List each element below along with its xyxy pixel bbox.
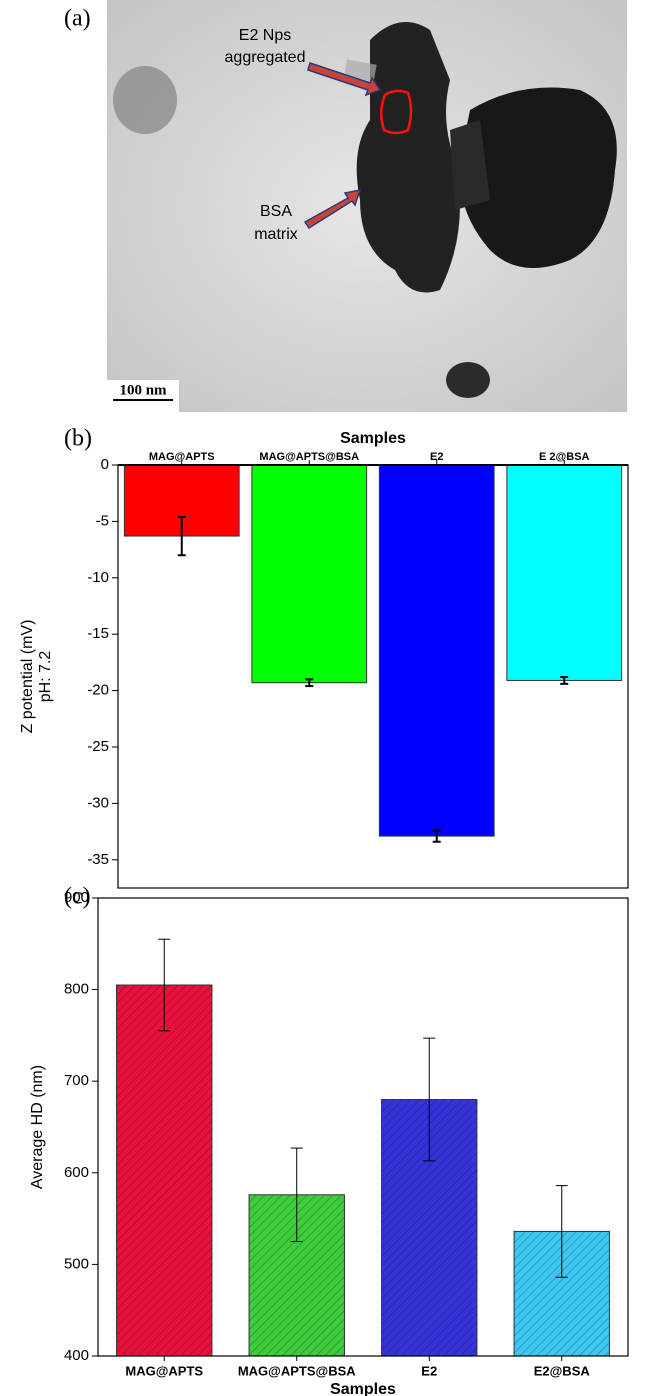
y-tick-label: 0: [101, 456, 109, 473]
y-axis-note: pH: 7.2: [37, 651, 54, 703]
annotation: matrix: [254, 226, 298, 243]
bar: [378, 464, 495, 837]
hatch: [116, 985, 212, 1356]
y-tick-label: 500: [64, 1255, 89, 1272]
x-tick-label: E2: [421, 1363, 437, 1378]
x-tick-label: MAG@APTS: [149, 451, 215, 463]
x-axis-title: Samples: [340, 430, 406, 447]
x-tick-label: E 2@BSA: [539, 451, 590, 463]
y-axis-title: Z potential (mV): [19, 620, 36, 734]
x-tick-label: E2: [430, 451, 443, 463]
x-tick-label: MAG@APTS@BSA: [238, 1363, 356, 1378]
y-tick-label: -20: [87, 682, 109, 699]
y-tick-label: 700: [64, 1072, 89, 1089]
y-tick-label: -5: [96, 512, 109, 529]
annotation: aggregated: [225, 49, 306, 66]
y-tick-label: 800: [64, 981, 89, 998]
y-tick-label: 600: [64, 1164, 89, 1181]
annotation: BSA: [260, 203, 292, 220]
panel-label: (c): [64, 884, 91, 910]
y-tick-label: -15: [87, 625, 109, 642]
panel-label: (a): [64, 6, 91, 32]
y-axis-title: Average HD (nm): [29, 1065, 46, 1189]
bar: [251, 464, 368, 684]
y-tick-label: -25: [87, 738, 109, 755]
y-tick-label: -10: [87, 569, 109, 586]
bar: [506, 464, 623, 681]
x-tick-label: MAG@APTS: [125, 1363, 203, 1378]
plot-frame: [97, 897, 629, 1357]
y-tick-label: 400: [64, 1347, 89, 1364]
y-tick-label: -35: [87, 851, 109, 868]
x-tick-label: MAG@APTS@BSA: [259, 451, 359, 463]
x-tick-label: E2@BSA: [534, 1363, 591, 1378]
y-tick-label: 900: [64, 889, 89, 906]
scale-bar-label: 100 nm: [119, 382, 167, 398]
x-axis-title: Samples: [330, 1381, 396, 1396]
tem-image: [107, 0, 627, 412]
panel-label: (b): [64, 426, 92, 452]
y-tick-label: -30: [87, 794, 109, 811]
annotation: E2 Nps: [239, 27, 291, 44]
